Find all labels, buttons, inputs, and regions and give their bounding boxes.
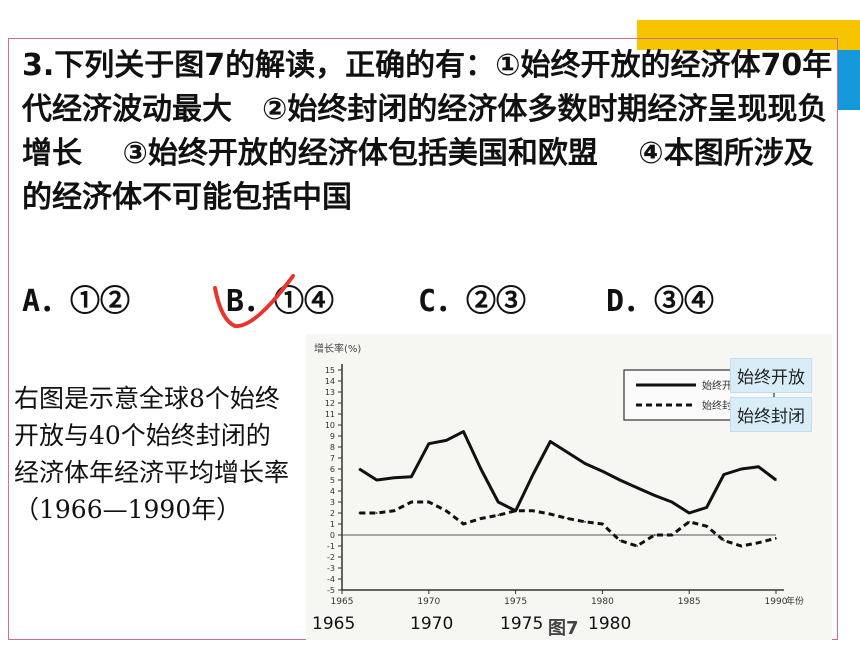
option-c[interactable]: C．②③ xyxy=(418,284,527,319)
year-label-1970: 1970 xyxy=(410,614,454,634)
y-tick-label: -1 xyxy=(327,542,335,551)
y-tick-label: 11 xyxy=(325,410,335,419)
series-0-point xyxy=(688,512,690,514)
series-0-point xyxy=(723,473,725,476)
series-0-point xyxy=(532,473,534,476)
series-line-1 xyxy=(359,500,777,548)
y-tick-label: 7 xyxy=(330,454,335,463)
check-mark-icon xyxy=(213,274,295,329)
series-1-point xyxy=(705,525,708,527)
year-label-1980: 1980 xyxy=(588,614,632,634)
series-0-point xyxy=(549,440,552,443)
question-text: 3.下列关于图7的解读，正确的有：①始终开放的经济体70年代经济波动最大 ②始终… xyxy=(22,48,833,215)
y-tick-label: 5 xyxy=(330,476,335,485)
series-0-point xyxy=(445,439,447,442)
series-1-point xyxy=(497,514,500,516)
y-tick-label: 3 xyxy=(330,498,335,507)
y-tick-label: 12 xyxy=(325,399,335,408)
option-d[interactable]: D．③④ xyxy=(606,284,715,319)
series-1-point xyxy=(723,539,725,542)
series-0-point xyxy=(618,479,621,481)
y-tick-label: 0 xyxy=(330,531,335,540)
series-1-point xyxy=(601,523,604,525)
series-0-point xyxy=(775,479,777,481)
y-tick-label: 1 xyxy=(330,520,335,529)
series-0-point xyxy=(636,486,638,489)
y-tick-label: -5 xyxy=(327,586,335,595)
series-1-point xyxy=(428,501,430,503)
series-0-point xyxy=(757,466,760,468)
chart-description: 右图是示意全球8个始终开放与40个始终封闭的经济体年经济平均增长率（1966—1… xyxy=(14,384,290,524)
series-0-point xyxy=(393,477,395,479)
series-1-point xyxy=(375,512,378,514)
series-0-point xyxy=(671,501,673,503)
series-1-point xyxy=(445,510,447,512)
y-tick-label: -3 xyxy=(327,564,335,573)
series-1-point xyxy=(532,510,534,512)
y-tick-label: 10 xyxy=(325,421,335,430)
y-tick-label: 15 xyxy=(325,366,335,375)
y-tick-label: 6 xyxy=(330,465,335,474)
y-tick-label: 4 xyxy=(330,487,335,496)
series-1-point xyxy=(688,521,690,523)
accent-bar-yellow xyxy=(637,20,860,50)
y-tick-label: 9 xyxy=(330,432,335,441)
series-0-point xyxy=(428,442,430,445)
series-0-point xyxy=(410,475,413,478)
y-tick-label: 8 xyxy=(330,443,335,452)
year-label-1975: 1975 xyxy=(500,614,544,634)
accent-bar-blue xyxy=(838,50,860,110)
series-1-point xyxy=(775,537,777,540)
series-0-point xyxy=(462,430,465,433)
series-1-point xyxy=(740,545,743,547)
series-1-point xyxy=(566,517,569,520)
x-tick-label: 1990 xyxy=(765,597,788,607)
series-1-point xyxy=(393,510,395,512)
y-axis-label: 增长率(%) xyxy=(314,342,361,355)
y-tick-label: 13 xyxy=(325,388,335,397)
series-1-point xyxy=(584,521,586,523)
series-0-point xyxy=(480,468,482,470)
x-tick-label: 1975 xyxy=(504,597,527,607)
series-0-point xyxy=(601,470,604,472)
legend-tag-closed: 始终封闭 xyxy=(730,397,812,432)
series-0-point xyxy=(375,479,378,481)
series-1-point xyxy=(671,534,673,536)
series-0-point xyxy=(584,462,586,465)
chart-panel: 增长率(%) 15 14 13 12 11 10 9 8 7 6 5 4 3 2 1 0 -1 -2 -3 -4 -5 19… xyxy=(306,334,832,640)
figure-label: 图7 xyxy=(548,618,579,639)
series-0-point xyxy=(653,494,656,497)
legend-tag-open: 始终开放 xyxy=(730,358,812,393)
y-tick-label: 2 xyxy=(330,509,335,518)
series-1-point xyxy=(757,541,760,544)
x-tick-label: 1985 xyxy=(678,597,701,607)
x-axis-suffix: 年份 xyxy=(786,595,804,607)
series-0-point xyxy=(566,451,569,454)
series-0-point xyxy=(358,468,361,470)
year-label-1965: 1965 xyxy=(312,614,356,634)
series-1-point xyxy=(549,513,552,515)
answer-options: A．①② B．①④ C．②③ D．③④ xyxy=(22,276,822,320)
y-tick-label: -4 xyxy=(327,575,335,584)
series-1-point xyxy=(358,512,361,514)
series-1-point xyxy=(462,523,465,525)
series-1-point xyxy=(410,501,413,503)
series-1-point xyxy=(480,517,482,520)
series-0-point xyxy=(497,501,500,503)
option-a[interactable]: A．①② xyxy=(22,284,131,319)
x-tick-label: 1970 xyxy=(417,597,440,607)
series-0-point xyxy=(740,468,743,470)
series-0-point xyxy=(705,506,708,509)
x-tick-label: 1965 xyxy=(331,597,354,607)
series-1-point xyxy=(514,510,517,512)
y-tick-label: -2 xyxy=(327,553,335,562)
series-1-point xyxy=(636,545,638,547)
y-tick-label: 14 xyxy=(325,377,335,386)
series-1-point xyxy=(653,534,656,536)
x-tick-label: 1980 xyxy=(591,597,614,607)
series-1-point xyxy=(618,539,621,542)
